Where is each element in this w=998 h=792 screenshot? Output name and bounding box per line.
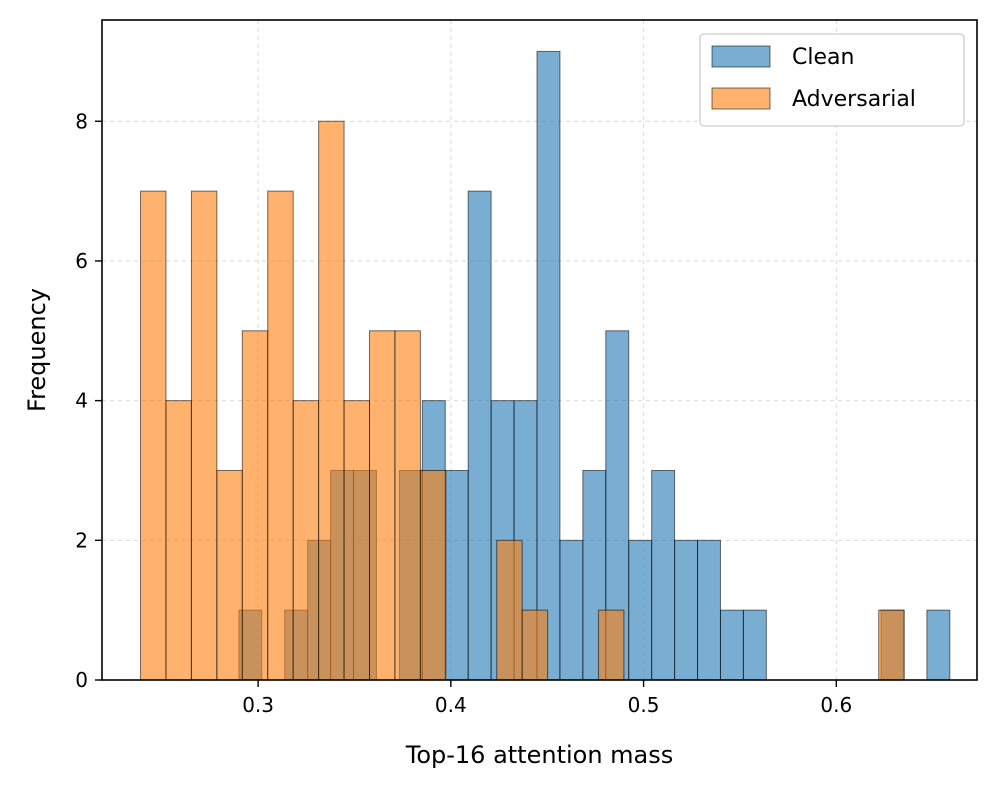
adversarial-bar-8 (343, 400, 371, 681)
clean-bar-18 (697, 539, 721, 681)
y-tick-label-0: 0 (75, 668, 88, 692)
clean-bar-22 (926, 609, 951, 681)
legend-swatch-adversarial (711, 87, 771, 110)
adversarial-bar-9 (369, 330, 396, 681)
axis-ticks: 0.3 0.4 0.5 0.6 0 2 4 6 8 (75, 109, 852, 717)
adversarial-bar-3 (216, 469, 243, 681)
adversarial-bar-7 (318, 120, 345, 681)
clean-bar-7 (444, 469, 469, 681)
y-tick-label-3: 6 (75, 249, 88, 273)
adversarial-bar-14 (597, 609, 625, 681)
y-tick-label-4: 8 (75, 109, 88, 133)
adversarial-bar-10 (394, 330, 421, 681)
clean-bar-20 (742, 609, 767, 681)
x-tick-label-3: 0.6 (820, 693, 852, 717)
adversarial-bar-13 (521, 609, 549, 681)
clean-bar-8 (467, 190, 492, 681)
adversarial-bar-11 (419, 469, 447, 681)
clean-bar-12 (559, 539, 584, 681)
y-tick-label-2: 4 (75, 389, 88, 413)
plot-frame (101, 19, 978, 681)
clean-bar-16 (651, 469, 676, 681)
adversarial-bar-0 (140, 190, 167, 681)
adversarial-bar-1 (165, 400, 192, 681)
legend-label-clean: Clean (792, 45, 854, 70)
bars (140, 50, 951, 681)
clean-bar-11 (536, 50, 561, 681)
legend-label-adversarial: Adversarial (792, 87, 916, 112)
x-axis-title: Top-16 attention mass (405, 741, 674, 769)
adversarial-bar-5 (267, 190, 294, 681)
x-tick-label-0: 0.3 (242, 693, 274, 717)
legend-swatch-clean (711, 45, 771, 68)
adversarial-bar-15 (878, 609, 905, 681)
clean-bar-15 (628, 539, 653, 681)
x-tick-label-1: 0.4 (435, 693, 467, 717)
legend: Clean Adversarial (699, 33, 965, 127)
clean-bar-17 (674, 539, 699, 681)
adversarial-bar-4 (241, 330, 269, 681)
adversarial-bar-2 (190, 190, 218, 681)
adversarial-bar-6 (292, 400, 320, 681)
adversarial-bar-12 (496, 539, 523, 681)
x-tick-label-2: 0.5 (628, 693, 660, 717)
clean-bar-19 (719, 609, 744, 681)
y-tick-label-1: 2 (75, 528, 88, 552)
y-axis-title: Frequency (23, 288, 51, 412)
